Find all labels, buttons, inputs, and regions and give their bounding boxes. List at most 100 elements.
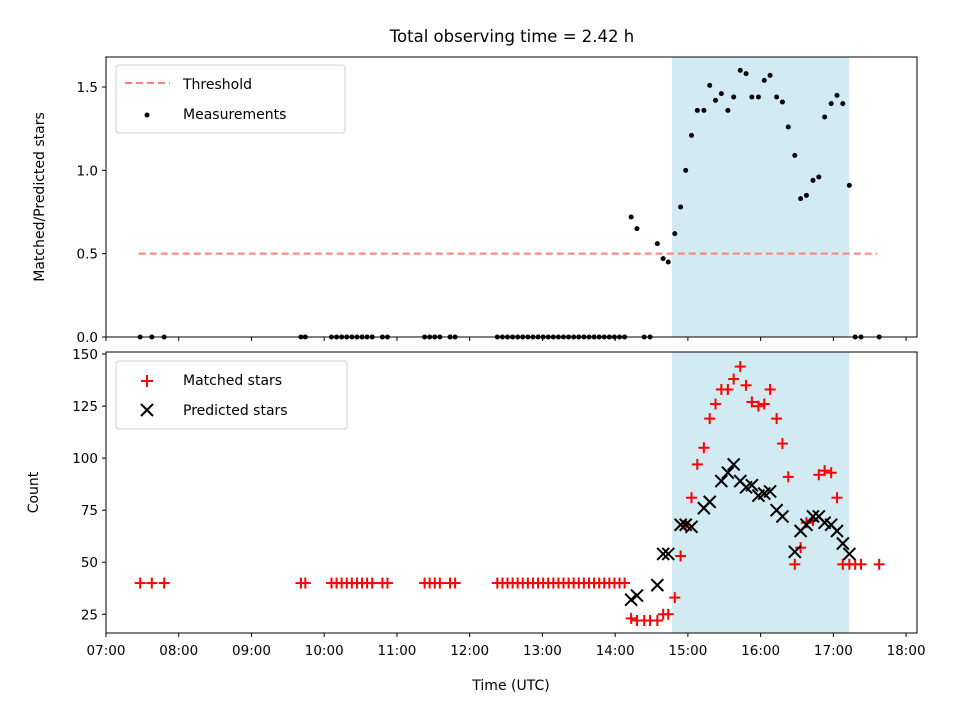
bottom-xtick-label: 11:00: [377, 643, 416, 659]
predicted-star-point: [775, 509, 790, 524]
matched-star-point: [651, 615, 663, 627]
bottom-ytick-label: 125: [72, 399, 98, 415]
matched-star-point: [855, 558, 867, 570]
predicted-star-point: [745, 478, 759, 492]
predicted-star-point: [624, 592, 638, 607]
measurement-point: [816, 174, 822, 180]
measurement-point: [689, 132, 695, 138]
matched-star-point: [662, 608, 674, 620]
bottom-xtick-label: 18:00: [887, 643, 926, 659]
matched-star-point: [675, 550, 687, 562]
measurement-point: [810, 177, 816, 183]
predicted-star-point: [684, 520, 699, 534]
bottom-legend-box: [115, 360, 348, 430]
matched-star-point: [366, 577, 378, 589]
measurement-point: [846, 182, 852, 188]
bottom-xticks: 07:00 08:00 09:00 10:00 11:00 12:00 13:00 14:00…: [87, 633, 926, 659]
measurement-point: [755, 94, 761, 100]
top-ylabel: Matched/Predicted stars: [32, 112, 48, 282]
matched-star-point: [789, 558, 801, 570]
matched-star-point: [746, 396, 758, 408]
matched-star-point: [698, 442, 710, 454]
bottom-xtick-label: 07:00: [87, 643, 126, 659]
measurement-point: [798, 196, 804, 202]
top-ytick-label: 1.0: [77, 163, 98, 179]
matched-star-point: [134, 577, 146, 589]
bottom-ylabel: Count: [26, 471, 42, 513]
matched-star-point: [704, 413, 716, 425]
matched-star-point: [299, 577, 311, 589]
top-legend-box: [115, 64, 346, 134]
matched-star-point: [813, 469, 825, 481]
measurement-point: [792, 152, 798, 158]
matched-star-point: [776, 438, 788, 450]
predicted-star-point: [650, 578, 665, 592]
bottom-panel: 25 50 75 100 125 150 07:00 08:00 09:00 10:00 11:0…: [26, 347, 926, 694]
measurement-point: [761, 77, 767, 83]
matched-star-point: [722, 383, 734, 395]
measurement-point: [654, 241, 660, 247]
measurement-point: [701, 107, 707, 113]
measurement-point: [713, 97, 719, 103]
measurement-point: [660, 256, 666, 262]
measurement-point: [822, 114, 828, 120]
measurement-point: [743, 71, 749, 77]
matched-star-point: [758, 398, 770, 410]
top-span: [671, 57, 850, 337]
top-ytick-label: 0.0: [77, 330, 98, 346]
top-ytick-label: 0.5: [77, 247, 98, 263]
bottom-xtick-label: 13:00: [523, 643, 562, 659]
bottom-xtick-label: 09:00: [232, 643, 271, 659]
measurement-point: [634, 226, 640, 232]
bottom-xtick-label: 10:00: [305, 643, 344, 659]
bottom-xtick-label: 14:00: [596, 643, 635, 659]
top-yticks: 0.0 0.5 1.0 1.5: [77, 80, 106, 346]
matched-star-point: [669, 592, 681, 604]
measurement-point: [678, 204, 684, 210]
measurement-point: [694, 107, 700, 113]
legend-measurements-label: Measurements: [183, 107, 286, 123]
legend-predicted-label: Predicted stars: [183, 403, 288, 419]
measurement-point: [628, 214, 634, 220]
predicted-star-point: [763, 484, 777, 499]
top-xticks: [105, 337, 907, 341]
bottom-xtick-label: 15:00: [668, 643, 707, 659]
measurement-point: [803, 192, 809, 198]
top-ytick-label: 1.5: [77, 80, 98, 96]
bottom-ytick-label: 150: [72, 347, 98, 363]
matched-star-point: [795, 542, 807, 554]
matched-star-point: [831, 492, 843, 504]
bottom-xtick-label: 12:00: [450, 643, 489, 659]
matched-star-point: [434, 577, 446, 589]
matched-star-point: [752, 400, 764, 412]
bottom-ytick-label: 100: [72, 451, 98, 467]
legend-matched-label: Matched stars: [183, 373, 282, 389]
predicted-star-point: [726, 457, 741, 472]
matched-star-point: [873, 558, 885, 570]
predicted-star-point: [673, 518, 688, 532]
matched-star-point: [734, 361, 746, 373]
predicted-star-point: [836, 536, 850, 551]
predicted-star-point: [630, 588, 644, 603]
predicted-star-point: [661, 547, 675, 561]
bottom-points: [134, 361, 885, 627]
matched-star-point: [819, 465, 831, 477]
legend-measurements-swatch: [144, 112, 150, 118]
top-panel: 0.0 0.5 1.0 1.5 Matched/Predicted stars Thr…: [32, 56, 918, 346]
measurement-point: [774, 94, 780, 100]
predicted-star-point: [702, 495, 717, 509]
bottom-xtick-label: 08:00: [159, 643, 198, 659]
measurement-point: [834, 92, 840, 98]
predicted-star-point: [721, 466, 735, 480]
bottom-xtick-label: 17:00: [814, 643, 853, 659]
predicted-star-point: [799, 518, 814, 532]
legend-matched-swatch: [141, 375, 153, 387]
top-frame: [105, 56, 918, 338]
matched-star-point: [625, 612, 637, 624]
bottom-ytick-label: 75: [81, 503, 98, 519]
matched-star-point: [381, 577, 393, 589]
predicted-star-point: [714, 474, 729, 488]
predicted-star-point: [842, 547, 857, 561]
measurement-point: [737, 67, 743, 73]
